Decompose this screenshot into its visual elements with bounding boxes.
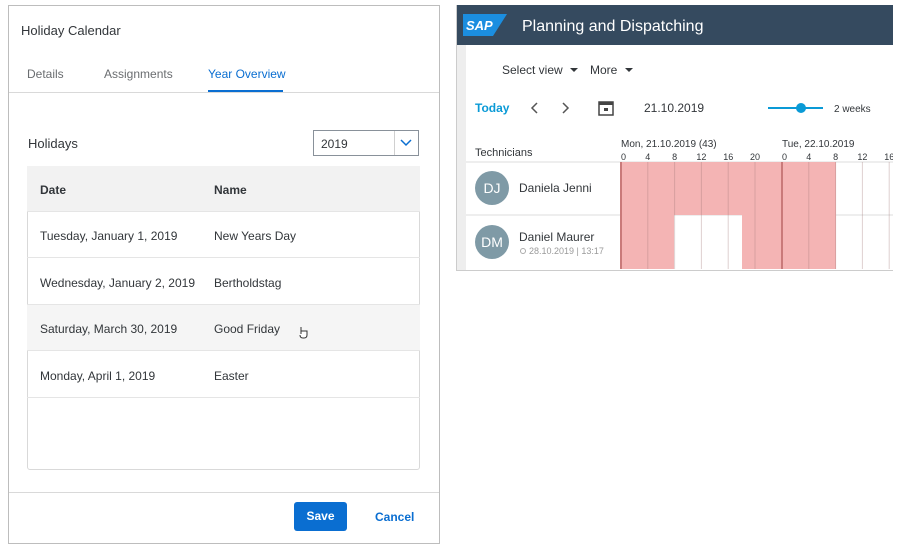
footer-divider [9,492,439,493]
hour-label: 4 [806,152,811,162]
hour-label: 12 [696,152,706,162]
technician-name: Daniel Maurer [519,230,594,244]
tab[interactable]: Details [27,67,64,81]
tab-underline [208,90,283,92]
hour-scale: 0 4 8 12 16 20 0 4 8 12 16 [621,152,893,162]
divider [9,92,439,93]
hour-label: 4 [645,152,650,162]
toolbar-item[interactable]: More [590,63,618,77]
today-button[interactable]: Today [475,101,510,115]
zoom-label: 2 weeks [834,104,871,115]
technician-note: 28.10.2019 | 13:17 [529,246,604,256]
column-header: Name [214,183,247,197]
day-label: Mon, 21.10.2019 (43) [621,139,717,150]
save-button[interactable]: Save [294,502,347,531]
year-select[interactable]: 2019 [313,130,419,156]
column-label: Technicians [475,147,533,159]
name-cell: Easter [214,369,249,383]
hour-label: 16 [723,152,733,162]
avatar [475,225,509,259]
caret [570,68,578,72]
tab[interactable]: Year Overview [208,67,286,81]
select-divider [394,131,395,155]
hour-label: 0 [621,152,626,162]
chevron-down [400,139,412,147]
avatar-initials: DM [481,234,503,250]
date-cell: Monday, April 1, 2019 [40,369,156,383]
cursor [299,327,308,339]
hour-label: 12 [857,152,867,162]
prev-arrow[interactable] [530,102,538,114]
hour-label: 8 [672,152,677,162]
calendar-icon[interactable] [598,101,614,116]
name-cell: Bertholdstag [214,276,282,290]
date-cell: Wednesday, January 2, 2019 [40,276,195,290]
toolbar-item[interactable]: Select view [502,63,563,77]
shell-bar [457,5,893,45]
time-grid [620,162,890,269]
hour-label: 16 [884,152,893,162]
tab[interactable]: Assignments [104,67,173,81]
side-strip [457,45,466,270]
slider-knob[interactable] [796,103,806,113]
date-cell: Saturday, March 30, 2019 [40,322,178,336]
avatar [475,171,509,205]
next-arrow[interactable] [562,102,570,114]
logo [463,14,507,36]
section-label: Holidays [28,136,78,151]
table-header: Date Name [27,166,420,212]
caret [625,68,633,72]
dialog [8,5,440,544]
table-row[interactable]: Monday, April 1, 2019 Easter [27,352,420,398]
table-row[interactable]: Tuesday, January 1, 2019 New Years Day [27,212,420,258]
planner: SAP Planning and Dispatching Select view… [456,5,893,271]
dialog-title: Holiday Calendar [21,23,121,38]
busy-block [742,215,836,269]
column-header: Date [40,183,67,197]
pin-icon [520,248,526,254]
technician-name: Daniela Jenni [519,181,592,195]
brand: SAP [466,18,493,33]
table-row[interactable]: Saturday, March 30, 2019 Good Friday [27,305,420,351]
name-cell: Good Friday [214,322,281,336]
busy-block [621,215,674,269]
hour-label: 0 [782,152,787,162]
day-label: Tue, 22.10.2019 [782,139,855,150]
date-cell: Tuesday, January 1, 2019 [40,229,178,243]
app-title: Planning and Dispatching [522,18,703,35]
cancel-button[interactable]: Cancel [375,510,415,524]
date-display: 21.10.2019 [644,101,704,115]
table-row[interactable]: Wednesday, January 2, 2019 Bertholdstag [27,259,420,305]
year-value: 2019 [321,137,348,151]
hour-label: 20 [750,152,760,162]
busy-block [621,162,836,215]
hour-label: 8 [833,152,838,162]
avatar-initials: DJ [483,180,500,196]
planner-canvas: SAP Planning and Dispatching Select view… [457,5,893,270]
name-cell: New Years Day [214,229,297,243]
